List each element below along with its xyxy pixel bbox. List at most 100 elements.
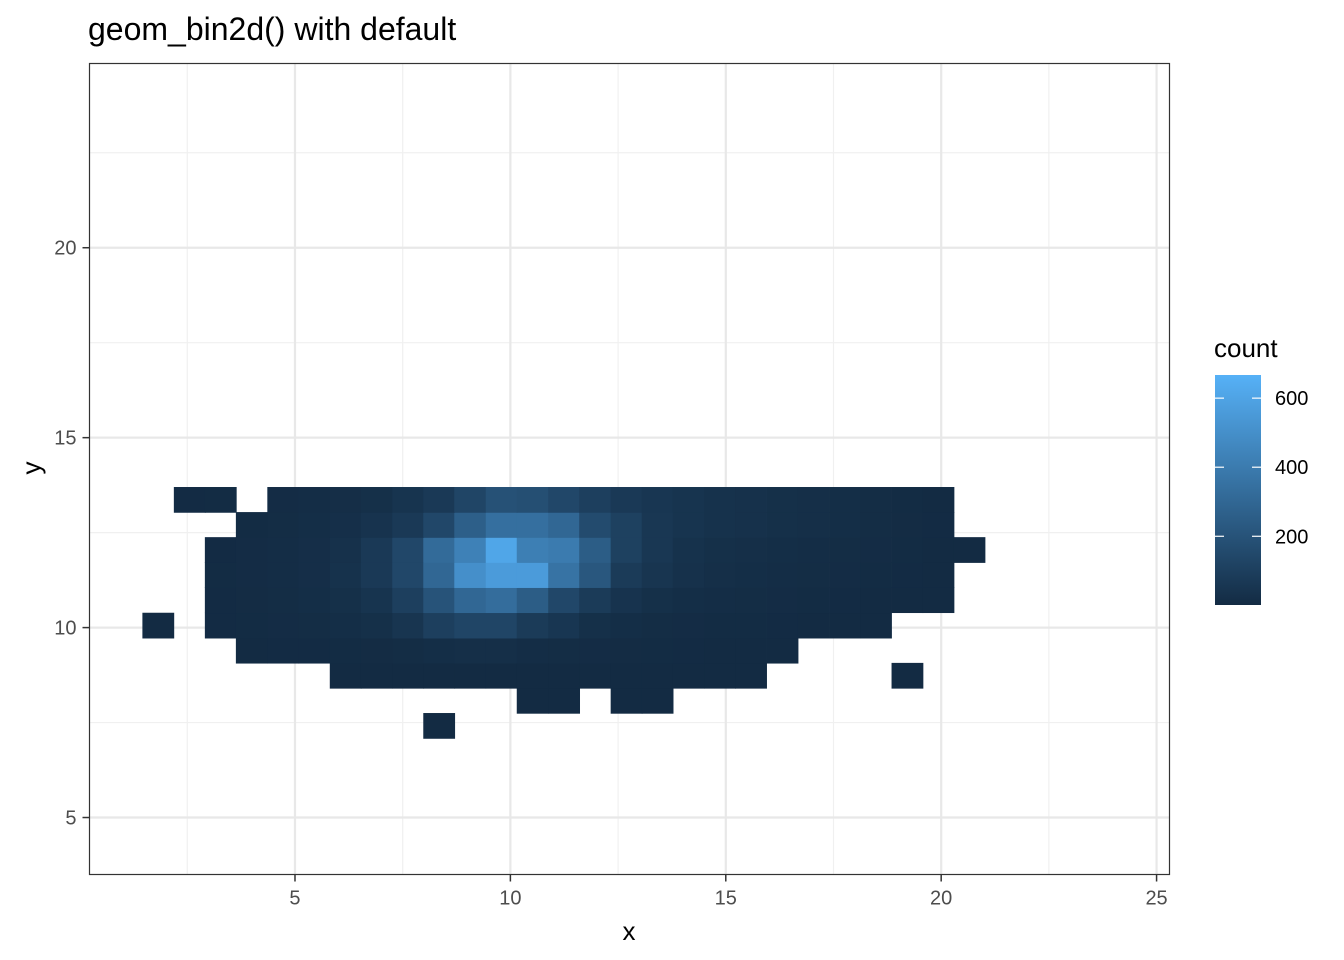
heatmap-tile xyxy=(485,662,518,689)
y-axis-title: y xyxy=(16,462,46,475)
heatmap-tile xyxy=(735,537,767,563)
heatmap-tile xyxy=(267,612,300,639)
heatmap-tile xyxy=(235,637,268,664)
plot-title: geom_bin2d() with default xyxy=(88,11,456,47)
y-axis: 5 10 15 20 xyxy=(54,238,90,830)
heatmap-tile xyxy=(579,662,612,689)
heatmap-tile xyxy=(423,537,456,563)
heatmap-tile xyxy=(610,587,643,614)
heatmap-tile xyxy=(797,537,830,563)
heatmap-tile xyxy=(735,637,767,664)
heatmap-tile xyxy=(423,662,456,689)
heatmap-tile xyxy=(610,687,643,714)
heatmap-tile xyxy=(797,512,830,538)
heatmap-tile xyxy=(392,562,425,588)
heatmap-tile xyxy=(329,612,362,639)
heatmap-tile xyxy=(829,537,861,563)
heatmap-tile xyxy=(735,662,767,689)
heatmap-tile xyxy=(267,512,300,538)
heatmap-tile xyxy=(610,612,643,639)
heatmap-tile xyxy=(392,612,425,639)
heatmap-tile xyxy=(298,587,331,614)
heatmap-tile xyxy=(204,562,237,588)
heatmap-tile xyxy=(204,612,237,639)
heatmap-tile xyxy=(454,587,487,614)
heatmap-tile xyxy=(704,662,736,689)
x-tick-label: 15 xyxy=(715,888,737,910)
heatmap-tile xyxy=(610,662,643,689)
x-tick-label: 5 xyxy=(289,888,300,910)
heatmap-tiles xyxy=(142,487,986,739)
heatmap-tile xyxy=(735,587,767,614)
x-tick-label: 25 xyxy=(1145,888,1167,910)
heatmap-tile xyxy=(423,612,456,639)
heatmap-tile xyxy=(641,487,674,513)
heatmap-tile xyxy=(392,662,425,689)
heatmap-tile xyxy=(298,487,331,513)
heatmap-tile xyxy=(360,487,393,513)
heatmap-tile xyxy=(579,637,612,664)
heatmap-tile xyxy=(329,637,362,664)
heatmap-tile xyxy=(454,562,487,588)
heatmap-tile xyxy=(298,637,331,664)
heatmap-tile xyxy=(516,487,549,513)
heatmap-tile xyxy=(235,587,268,614)
heatmap-tile xyxy=(672,512,705,538)
heatmap-tile xyxy=(610,637,643,664)
heatmap-tile xyxy=(860,537,892,563)
heatmap-tile xyxy=(672,562,705,588)
heatmap-tile xyxy=(516,512,549,538)
legend-title: count xyxy=(1214,333,1278,363)
heatmap-tile xyxy=(641,612,674,639)
heatmap-tile xyxy=(267,587,300,614)
heatmap-tile xyxy=(360,587,393,614)
heatmap-tile xyxy=(610,512,643,538)
heatmap-tile xyxy=(267,562,300,588)
heatmap-tile xyxy=(392,587,425,614)
heatmap-tile xyxy=(829,612,861,639)
heatmap-tile xyxy=(329,662,362,689)
heatmap-tile xyxy=(860,562,892,588)
heatmap-tile xyxy=(579,512,612,538)
y-tick-label: 15 xyxy=(54,428,76,450)
heatmap-tile xyxy=(797,612,830,639)
heatmap-tile xyxy=(735,562,767,588)
legend-tick-label: 400 xyxy=(1275,457,1308,479)
heatmap-tile xyxy=(485,512,518,538)
heatmap-tile xyxy=(579,612,612,639)
heatmap-tile xyxy=(579,562,612,588)
heatmap-tile xyxy=(485,487,518,513)
heatmap-tile xyxy=(516,662,549,689)
heatmap-tile xyxy=(267,487,300,513)
heatmap-tile xyxy=(235,562,268,588)
heatmap-tile xyxy=(516,562,549,588)
legend-colorbar xyxy=(1215,375,1261,605)
heatmap-tile xyxy=(672,612,705,639)
heatmap-tile xyxy=(704,512,736,538)
heatmap-tile xyxy=(204,587,237,614)
heatmap-tile xyxy=(423,713,456,739)
heatmap-tile xyxy=(548,662,581,689)
heatmap-tile xyxy=(204,537,237,563)
heatmap-tile xyxy=(423,587,456,614)
heatmap-tile xyxy=(766,562,799,588)
heatmap-tile xyxy=(891,487,924,513)
heatmap-tile xyxy=(360,562,393,588)
heatmap-tile xyxy=(829,587,861,614)
heatmap-tile xyxy=(142,612,175,639)
heatmap-tile xyxy=(454,637,487,664)
heatmap-tile xyxy=(235,612,268,639)
heatmap-tile xyxy=(516,637,549,664)
y-tick-label: 5 xyxy=(65,808,76,830)
x-axis-title: x xyxy=(623,916,636,946)
heatmap-tile xyxy=(891,537,924,563)
heatmap-tile xyxy=(704,612,736,639)
heatmap-tile xyxy=(173,487,206,513)
heatmap-tile xyxy=(360,512,393,538)
heatmap-tile xyxy=(423,512,456,538)
heatmap-tile xyxy=(516,612,549,639)
heatmap-tile xyxy=(891,562,924,588)
heatmap-tile xyxy=(922,587,955,614)
heatmap-tile xyxy=(548,637,581,664)
heatmap-tile xyxy=(516,537,549,563)
